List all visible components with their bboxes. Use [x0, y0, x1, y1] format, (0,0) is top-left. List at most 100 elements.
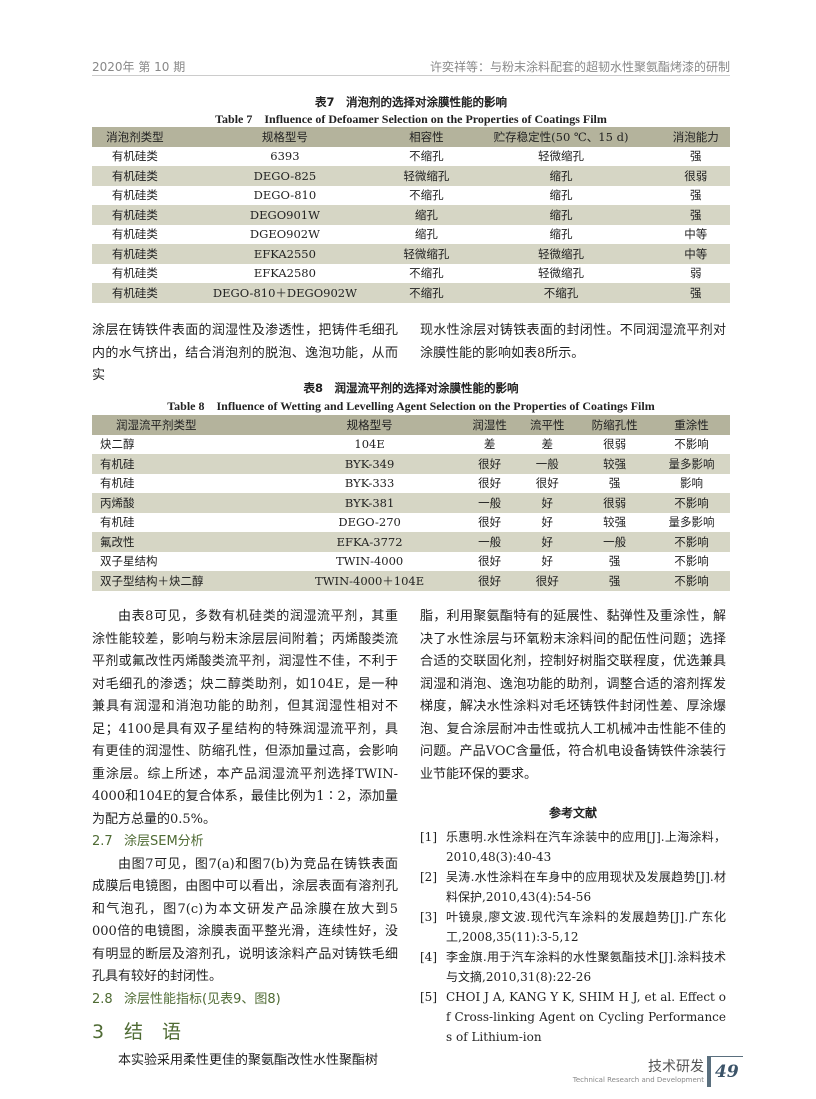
table-cell: 一般 [518, 454, 577, 474]
paragraph: 本实验采用柔性更佳的聚氨酯改性水性聚酯树 [118, 1052, 379, 1068]
table-row: 有机硅类 DGEO902W 缩孔 缩孔 中等 [92, 225, 730, 245]
table8-caption-cn: 表8 润湿流平剂的选择对涂膜性能的影响 [303, 381, 519, 395]
table-cell: 轻微缩孔 [392, 166, 461, 186]
table-cell: DEGO-810＋DEGO902W [177, 283, 393, 303]
reference-item: [5] CHOI J A, KANG Y K, SHIM H J, et al. … [420, 987, 726, 1047]
table-cell: 缩孔 [549, 188, 573, 203]
table-cell: 差 [541, 437, 554, 452]
table-cell: 不缩孔 [409, 266, 444, 281]
table8-caption-en: Table 8 Influence of Wetting and Levelli… [167, 399, 655, 413]
table-row: 有机硅 BYK-349 很好 一般 较强 量多影响 [92, 454, 730, 474]
column-header: 流平性 [518, 415, 577, 435]
mid-para-right: 现水性涂层对铸铁表面的封闭性。不同润湿流平剂对涂膜性能的影响如表8所示。 [420, 323, 726, 361]
table-cell: 很好 [518, 571, 577, 591]
table-cell: 强 [661, 205, 730, 225]
table-cell: 好 [518, 532, 577, 552]
table-cell: 不影响 [653, 532, 730, 552]
table-cell: 量多影响 [653, 454, 730, 474]
column-header: 消泡剂类型 [92, 127, 178, 147]
column-header: 规格型号 [177, 127, 393, 147]
reference-text: 李金旗.用于汽车涂料的水性聚氨酯技术[J].涂料技术与文摘,2010,31(8)… [446, 949, 726, 984]
table-cell: 有机硅类 [92, 244, 178, 264]
table-cell: 差 [483, 437, 496, 452]
reference-list: [1] 乐惠明.水性涂料在汽车涂装中的应用[J].上海涂料，2010,48(3):… [420, 827, 726, 1047]
column-header: 消泡能力 [661, 127, 730, 147]
table-cell: 丙烯酸 [92, 493, 279, 513]
page-number: 49 [707, 1056, 743, 1087]
section-title: 涂层性能指标(见表9、图8) [124, 991, 281, 1007]
table-cell: 轻微缩孔 [392, 244, 461, 264]
header-issue: 2020年 第 10 期 [92, 60, 186, 74]
table-cell: 中等 [661, 244, 730, 264]
table-cell: 炔二醇 [100, 437, 135, 452]
right-column: 脂，利用聚氨酯特有的延展性、黏弹性及重涂性，解决了水性涂层与环氧粉末涂料间的配伍… [420, 606, 726, 1047]
section-title: 结 语 [124, 1021, 182, 1043]
table-cell: 很弱 [603, 437, 627, 452]
table-row: 炔二醇 104E 差 差 很弱 不影响 [92, 435, 730, 455]
table-cell: 强 [689, 188, 702, 203]
section-heading-2-7: 2.7 涂层SEM分析 [92, 831, 398, 854]
reference-number: [5] [420, 989, 437, 1004]
paragraph: 脂，利用聚氨酯特有的延展性、黏弹性及重涂性，解决了水性涂层与环氧粉末涂料间的配伍… [420, 609, 726, 782]
table-cell: BYK-333 [344, 476, 395, 491]
table-cell: 有机硅 [100, 515, 135, 530]
column-header: 相容性 [392, 127, 461, 147]
table-row: 氟改性 EFKA-3772 一般好一般 不影响 [92, 532, 730, 552]
table-cell: 有机硅类 [111, 149, 158, 164]
table-cell: 不缩孔 [460, 283, 662, 303]
reference-item: [2] 吴涛.水性涂料在车身中的应用现状及发展趋势[J].材料保护,2010,43… [420, 867, 726, 907]
table-cell: 不缩孔 [392, 283, 461, 303]
table-cell: 很弱 [576, 493, 654, 513]
reference-number: [1] [420, 829, 437, 844]
table-cell: 较强 [603, 515, 627, 530]
table-cell: 6393 [270, 149, 300, 164]
table-row: 双子型结构＋炔二醇 TWIN-4000＋104E 很好 很好强不影响 [92, 571, 730, 591]
table-cell: 有机硅类 [111, 266, 158, 281]
table-row: 丙烯酸 BYK-381 一般好很弱 不影响 [92, 493, 730, 513]
table-cell: 一般 [460, 493, 519, 513]
table-cell: EFKA-3772 [278, 532, 461, 552]
table-cell: 有机硅类 [92, 166, 178, 186]
table-cell: 不缩孔 [409, 149, 444, 164]
reference-text: 吴涛.水性涂料在车身中的应用现状及发展趋势[J].材料保护,2010,43(4)… [446, 869, 726, 904]
section-number: 3 [92, 1021, 105, 1043]
table-cell: DEGO-270 [338, 515, 401, 530]
table-cell: 较强 [576, 454, 654, 474]
table-row: 有机硅类 DEGO-825 轻微缩孔 缩孔 很弱 [92, 166, 730, 186]
table-cell: 有机硅类 [111, 188, 158, 203]
section-heading-2-8: 2.8 涂层性能指标(见表9、图8) [92, 989, 398, 1012]
table-cell: 好 [541, 515, 554, 530]
column-header: 防缩孔性 [576, 415, 654, 435]
table-cell: 强 [608, 476, 621, 491]
reference-text: 乐惠明.水性涂料在汽车涂装中的应用[J].上海涂料，2010,48(3):40-… [446, 829, 726, 864]
table7: 消泡剂类型 规格型号 相容性 贮存稳定性(50 ℃、15 d) 消泡能力 有机硅类 6393… [92, 127, 730, 303]
table-row: 有机硅类 EFKA2580 不缩孔 轻微缩孔 弱 [92, 264, 730, 284]
table-cell: 很弱 [661, 166, 730, 186]
table-cell: 缩孔 [460, 205, 662, 225]
table-cell: 轻微缩孔 [538, 266, 585, 281]
table-cell: 有机硅 [92, 454, 279, 474]
table-cell: 轻微缩孔 [460, 244, 662, 264]
left-column: 由表8可见，多数有机硅类的润湿流平剂，其重涂性能较差，影响与粉末涂层层间附着；丙… [92, 606, 398, 1072]
table7-caption-cn: 表7 消泡剂的选择对涂膜性能的影响 [315, 95, 507, 109]
table-cell: EFKA2550 [177, 244, 393, 264]
table-cell: 不缩孔 [409, 188, 444, 203]
section-number: 2.7 [92, 834, 113, 849]
table-cell: 有机硅 [100, 476, 135, 491]
header-rule [92, 75, 730, 76]
table-cell: 好 [541, 554, 554, 569]
table-cell: 轻微缩孔 [538, 149, 585, 164]
table-cell: 不影响 [674, 437, 709, 452]
table-row: 有机硅类 DEGO901W 缩孔 缩孔强 [92, 205, 730, 225]
paragraph: 由图7可见，图7(a)和图7(b)为竞品在铸铁表面成膜后电镜图，由图中可以看出，… [92, 856, 398, 985]
column-header: 规格型号 [278, 415, 461, 435]
table-cell: DEGO-825 [177, 166, 393, 186]
table-cell: BYK-349 [278, 454, 461, 474]
table-row: 有机硅类 EFKA2550 轻微缩孔 轻微缩孔 中等 [92, 244, 730, 264]
section-title: 涂层SEM分析 [124, 834, 204, 849]
reference-item: [3] 叶镜泉,廖文波.现代汽车涂料的发展趋势[J].广东化工,2008,35(1… [420, 907, 726, 947]
reference-text: 叶镜泉,廖文波.现代汽车涂料的发展趋势[J].广东化工,2008,35(11):… [446, 909, 726, 944]
section-number: 2.8 [92, 991, 113, 1007]
table-cell: 有机硅类 [92, 283, 178, 303]
table-cell: DGEO902W [249, 227, 320, 242]
